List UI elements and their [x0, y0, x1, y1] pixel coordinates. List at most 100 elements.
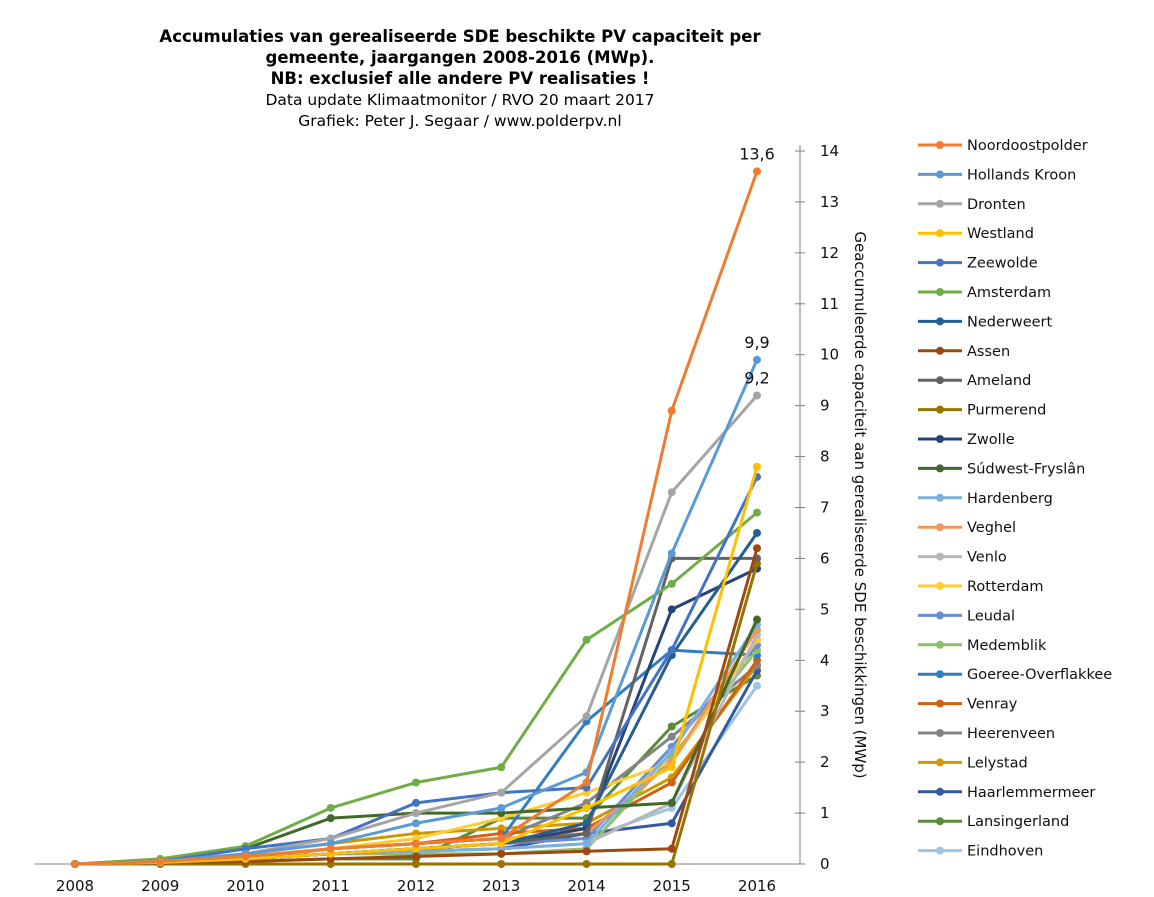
legend-label: Amsterdam	[967, 285, 1051, 301]
legend-entry: Medemblik	[918, 638, 1047, 654]
legend-marker	[936, 229, 944, 238]
y-axis-label: Geaccumuleerde capaciteit aan gerealisee…	[851, 231, 869, 778]
data-point	[412, 852, 420, 861]
y-tick-label: 2	[820, 753, 830, 771]
data-point	[667, 844, 676, 853]
legend-marker	[936, 670, 944, 679]
x-tick-label: 2010	[226, 877, 264, 895]
legend-entry: Rotterdam	[918, 579, 1044, 595]
data-point	[667, 488, 676, 497]
data-point	[667, 798, 676, 807]
legend-label: Haarlemmermeer	[967, 785, 1095, 801]
data-point	[667, 549, 676, 558]
y-tick-label: 11	[820, 295, 839, 313]
series-Westland	[71, 462, 761, 868]
x-tick-labels: 2008 2009 2010 2011 2012 2013 2014 2015 2016	[56, 877, 776, 895]
data-point	[156, 857, 165, 866]
y-tick-label: 3	[820, 702, 830, 720]
legend-label: Lelystad	[967, 755, 1028, 771]
x-tick-label: 2016	[738, 877, 776, 895]
data-point	[497, 788, 506, 797]
legend-label: Hardenberg	[967, 491, 1053, 507]
legend-entry: Veghel	[918, 520, 1016, 536]
legend: Noordoostpolder Hollands Kroon Dronten West…	[918, 138, 1112, 860]
legend-entry: Amsterdam	[918, 285, 1051, 301]
data-point	[667, 722, 676, 731]
data-point	[412, 798, 420, 807]
legend-label: Heerenveen	[967, 726, 1055, 742]
legend-entry: Goeree-Overflakkee	[918, 667, 1112, 683]
data-point	[582, 778, 591, 787]
series-line	[73, 169, 759, 866]
legend-label: Lansingerland	[967, 814, 1069, 830]
legend-entry: Haarlemmermeer	[918, 785, 1095, 801]
data-point	[582, 847, 591, 856]
y-tick-label: 9	[820, 397, 830, 415]
series-layer	[71, 167, 761, 868]
legend-marker	[936, 199, 944, 208]
data-point	[667, 406, 676, 415]
legend-marker	[936, 464, 944, 473]
chart-subtitle: Data update Klimaatmonitor / RVO 20 maar…	[265, 91, 654, 130]
data-point	[753, 528, 761, 537]
data-point	[667, 778, 676, 787]
legend-marker	[936, 141, 944, 149]
data-label: 9,2	[744, 368, 769, 387]
legend-marker	[936, 435, 944, 443]
data-point	[241, 852, 250, 861]
legend-marker	[936, 493, 944, 502]
chart-title: Accumulaties van gerealiseerde SDE besch…	[159, 27, 761, 88]
y-tick-label: 1	[820, 804, 830, 822]
legend-label: Ameland	[967, 373, 1031, 389]
data-label: 9,9	[744, 333, 769, 352]
legend-entry: Lelystad	[918, 755, 1028, 771]
legend-entry: Heerenveen	[918, 726, 1055, 742]
data-point	[497, 834, 506, 843]
data-point	[497, 860, 506, 868]
data-point	[412, 809, 420, 818]
legend-entry: Hollands Kroon	[918, 167, 1076, 183]
legend-label: Venray	[967, 697, 1018, 713]
legend-marker	[936, 758, 944, 767]
legend-label: Venlo	[967, 550, 1007, 566]
data-point	[667, 763, 676, 772]
data-point	[667, 579, 676, 588]
y-tick-label: 8	[820, 448, 830, 466]
data-point	[412, 839, 420, 848]
data-point	[753, 681, 761, 690]
legend-entry: Venray	[918, 697, 1018, 713]
legend-label: Hollands Kroon	[967, 167, 1076, 183]
data-point	[753, 167, 761, 176]
data-point	[582, 635, 591, 644]
series-Dronten	[71, 391, 761, 868]
data-point	[753, 462, 761, 471]
data-point	[326, 803, 335, 812]
legend-entry: Ameland	[918, 373, 1031, 389]
y-tick-label: 6	[820, 549, 830, 567]
data-point	[753, 508, 761, 517]
legend-entry: Dronten	[918, 197, 1026, 213]
y-tick-label: 0	[820, 855, 830, 873]
legend-entry: Westland	[918, 226, 1034, 242]
y-tick-label: 12	[820, 244, 839, 262]
legend-label: Goeree-Overflakkee	[967, 667, 1112, 683]
legend-marker	[936, 582, 944, 590]
series-Nederweert	[71, 528, 761, 868]
legend-entry: Nederweert	[918, 314, 1053, 330]
data-point	[497, 849, 506, 858]
title-line-3: NB: exclusief alle andere PV realisaties…	[271, 69, 650, 88]
series-line	[73, 556, 759, 866]
y-tick-label: 13	[820, 193, 839, 211]
legend-marker	[936, 523, 944, 532]
data-point	[497, 803, 506, 812]
x-tick-label: 2015	[653, 877, 691, 895]
data-labels: 9,2 9,9 13,6	[739, 144, 775, 387]
legend-marker	[936, 787, 944, 796]
legend-entry: Zeewolde	[918, 256, 1038, 272]
subtitle-line-2: Grafiek: Peter J. Segaar / www.polderpv.…	[298, 112, 621, 130]
legend-marker	[936, 376, 944, 385]
x-tick-label: 2012	[397, 877, 435, 895]
legend-label: Westland	[967, 226, 1034, 242]
